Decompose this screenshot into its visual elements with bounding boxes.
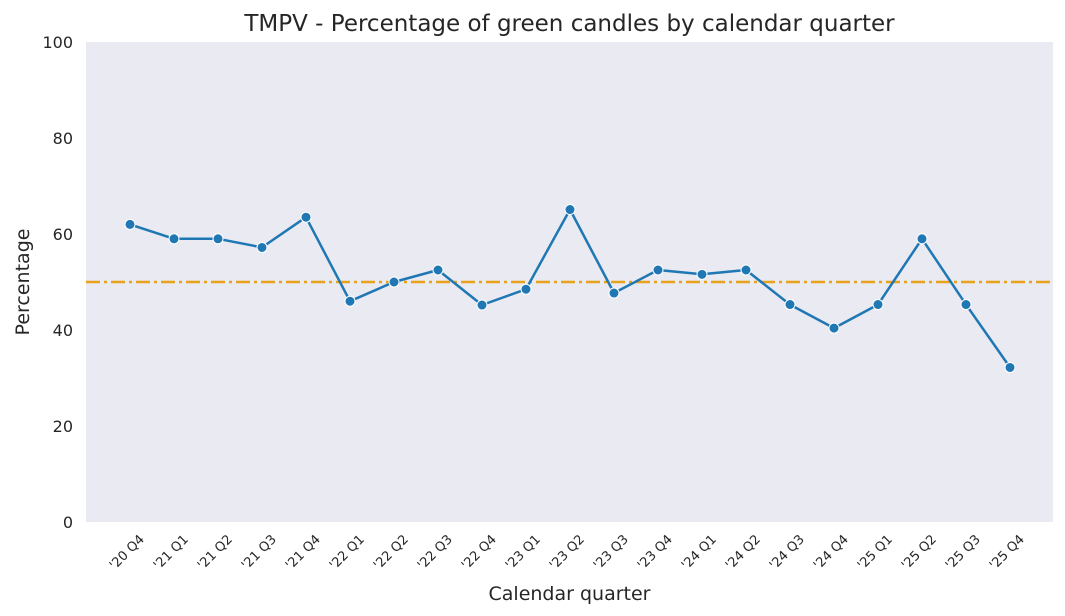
y-axis-ticks: 0 20 40 60 80 100 <box>42 33 73 532</box>
data-point <box>1004 361 1016 373</box>
data-point <box>344 295 356 307</box>
x-tick-label: '25 Q1 <box>855 532 896 573</box>
data-point <box>388 276 400 288</box>
chart-title: TMPV - Percentage of green candles by ca… <box>243 11 895 37</box>
x-tick-label: '25 Q3 <box>943 532 984 573</box>
y-tick-label: 40 <box>53 321 73 340</box>
x-tick-label: '24 Q4 <box>811 532 852 573</box>
x-axis-ticks: '20 Q4'21 Q1'21 Q2'21 Q3'21 Q4'22 Q1'22 … <box>107 532 1028 573</box>
data-point <box>916 233 928 245</box>
x-tick-label: '21 Q2 <box>195 532 236 573</box>
x-tick-label: '25 Q2 <box>899 532 940 573</box>
x-tick-label: '22 Q2 <box>371 532 412 573</box>
x-tick-label: '22 Q4 <box>459 532 500 573</box>
x-tick-label: '24 Q2 <box>723 532 764 573</box>
x-tick-label: '23 Q1 <box>503 532 544 573</box>
data-point <box>740 264 752 276</box>
y-tick-label: 80 <box>53 129 73 148</box>
data-point <box>300 211 312 223</box>
y-axis-label: Percentage <box>12 229 34 336</box>
data-point <box>212 233 224 245</box>
data-point <box>124 218 136 230</box>
data-point <box>784 299 796 311</box>
x-tick-label: '22 Q1 <box>327 532 368 573</box>
x-tick-label: '21 Q3 <box>239 532 280 573</box>
x-tick-label: '23 Q3 <box>591 532 632 573</box>
x-axis-label: Calendar quarter <box>489 583 651 605</box>
data-point <box>872 299 884 311</box>
x-tick-label: '24 Q1 <box>679 532 720 573</box>
data-point <box>608 287 620 299</box>
x-tick-label: '21 Q4 <box>283 532 324 573</box>
y-tick-label: 60 <box>53 225 73 244</box>
data-point <box>520 283 532 295</box>
x-tick-label: '23 Q4 <box>635 532 676 573</box>
y-tick-label: 0 <box>63 513 73 532</box>
y-tick-label: 100 <box>42 33 73 52</box>
x-tick-label: '23 Q2 <box>547 532 588 573</box>
data-point <box>432 264 444 276</box>
data-point <box>652 264 664 276</box>
x-tick-label: '22 Q3 <box>415 532 456 573</box>
data-point <box>564 204 576 216</box>
data-point <box>696 268 708 280</box>
data-point <box>960 299 972 311</box>
data-point <box>828 322 840 334</box>
y-tick-label: 20 <box>53 417 73 436</box>
x-tick-label: '20 Q4 <box>107 532 148 573</box>
x-tick-label: '24 Q3 <box>767 532 808 573</box>
data-point <box>256 241 268 253</box>
data-point <box>476 299 488 311</box>
data-points <box>124 204 1016 373</box>
x-tick-label: '25 Q4 <box>987 532 1028 573</box>
data-point <box>168 233 180 245</box>
x-tick-label: '21 Q1 <box>151 532 192 573</box>
